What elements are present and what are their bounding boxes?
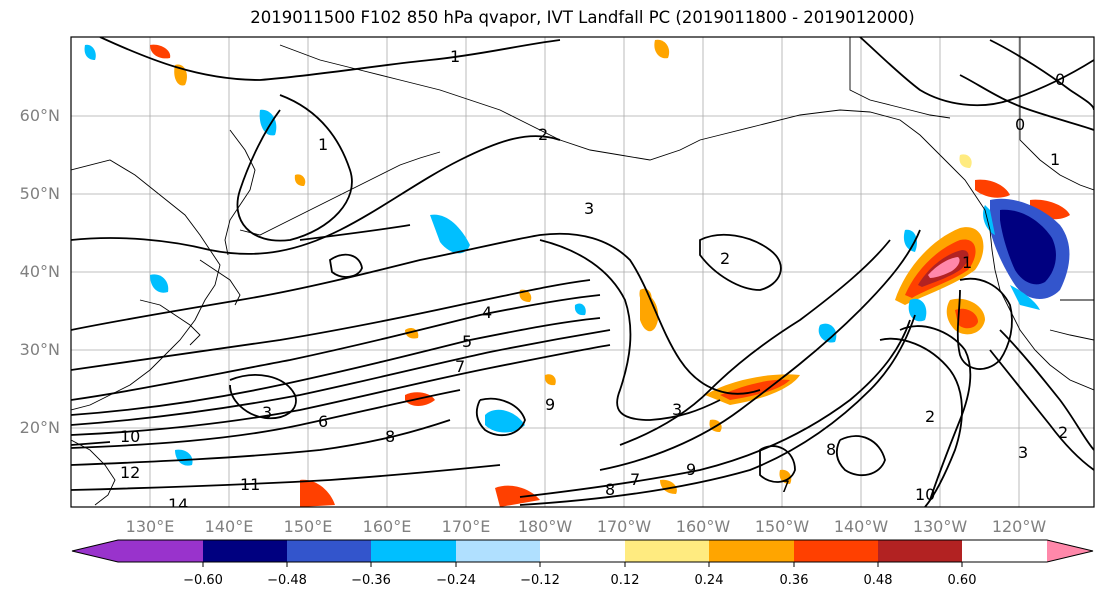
colorbar-tick-label: −0.12 xyxy=(520,573,560,588)
colorbar: −0.60 −0.48 −0.36 −0.24 −0.12 0.12 0.24 0.36 0.4… xyxy=(71,539,1094,588)
contour-label: 14 xyxy=(168,495,188,514)
colorbar-segment xyxy=(878,540,962,562)
contour-label: 6 xyxy=(318,412,328,431)
contour-label: 1 xyxy=(450,47,460,66)
lon-label: 160°W xyxy=(676,517,731,536)
colorbar-tick-label: −0.36 xyxy=(351,573,391,588)
lat-label: 30°N xyxy=(20,340,60,359)
contour-label: 3 xyxy=(584,199,594,218)
colorbar-extend-low xyxy=(72,540,118,562)
lon-label: 130°W xyxy=(913,517,968,536)
contour-label: 7 xyxy=(455,357,465,376)
lon-label: 120°W xyxy=(992,517,1047,536)
qvapor-anomaly-fills xyxy=(84,39,1070,507)
contour-label: 0 xyxy=(1015,115,1025,134)
contour-label: 2 xyxy=(925,407,935,426)
colorbar-segment xyxy=(203,540,287,562)
map-frame xyxy=(70,36,1095,508)
contour-label: 7 xyxy=(630,470,640,489)
map-content: 1 1 2 3 4 5 6 7 8 9 10 11 12 14 3 2 1 0 … xyxy=(71,37,1094,514)
lon-label: 180°W xyxy=(518,517,573,536)
contour-label: 10 xyxy=(915,485,935,504)
lon-label: 160°E xyxy=(363,517,412,536)
contour-label: 9 xyxy=(545,395,555,414)
contour-label: 3 xyxy=(262,403,272,422)
contour-label: 4 xyxy=(482,303,492,322)
map-title: 2019011500 F102 850 hPa qvapor, IVT Land… xyxy=(250,8,915,27)
lon-label: 150°E xyxy=(284,517,333,536)
contour-label: 10 xyxy=(120,427,140,446)
colorbar-tick-label: −0.48 xyxy=(267,573,307,588)
lat-label: 60°N xyxy=(20,106,60,125)
colorbar-segment xyxy=(118,540,203,562)
colorbar-segment xyxy=(709,540,794,562)
contour-label: 7 xyxy=(780,477,790,496)
colorbar-tick-label: 0.60 xyxy=(948,573,977,588)
contour-label: 1 xyxy=(962,253,972,272)
contour-label: 2 xyxy=(720,249,730,268)
colorbar-segment xyxy=(794,540,878,562)
colorbar-tick-label: 0.48 xyxy=(864,573,893,588)
colorbar-tick-label: −0.24 xyxy=(436,573,476,588)
contour-label: 3 xyxy=(672,400,682,419)
contour-label: 2 xyxy=(538,125,548,144)
lat-label: 20°N xyxy=(20,418,60,437)
contour-label: 8 xyxy=(385,427,395,446)
colorbar-extend-high xyxy=(1047,540,1093,562)
colorbar-segment xyxy=(540,540,625,562)
colorbar-outline xyxy=(71,539,1094,563)
lat-label: 50°N xyxy=(20,184,60,203)
contour-label: 12 xyxy=(120,463,140,482)
colorbar-segment xyxy=(371,540,456,562)
colorbar-tick-label: −0.60 xyxy=(183,573,223,588)
lat-label: 40°N xyxy=(20,262,60,281)
contour-label: 1 xyxy=(318,135,328,154)
contour-label: 0 xyxy=(1055,70,1065,89)
contour-label: 11 xyxy=(240,475,260,494)
graticule xyxy=(71,37,1094,507)
contour-label: 8 xyxy=(826,440,836,459)
colorbar-tick-label: 0.36 xyxy=(780,573,809,588)
contour-label: 3 xyxy=(1018,443,1028,462)
colorbar-segment xyxy=(287,540,371,562)
contour-label: 5 xyxy=(462,332,472,351)
lon-label: 150°W xyxy=(755,517,810,536)
contour-label: 8 xyxy=(605,480,615,499)
contour-label: 1 xyxy=(1050,150,1060,169)
lon-label: 170°E xyxy=(442,517,491,536)
colorbar-segment xyxy=(456,540,540,562)
lon-label: 140°E xyxy=(205,517,254,536)
colorbar-tick-label: 0.12 xyxy=(611,573,640,588)
colorbar-segment xyxy=(625,540,709,562)
colorbar-tick-label: 0.24 xyxy=(695,573,724,588)
longitude-labels: 130°E 140°E 150°E 160°E 170°E 180°W 170°… xyxy=(126,517,1047,536)
ivt-contours xyxy=(71,37,1094,507)
lon-label: 170°W xyxy=(597,517,652,536)
contour-label: 2 xyxy=(1058,423,1068,442)
contour-label: 9 xyxy=(686,460,696,479)
latitude-labels: 60°N 50°N 40°N 30°N 20°N xyxy=(20,106,60,437)
lon-label: 130°E xyxy=(126,517,175,536)
lon-label: 140°W xyxy=(834,517,889,536)
contour-labels: 1 1 2 3 4 5 6 7 8 9 10 11 12 14 3 2 1 0 … xyxy=(120,47,1068,514)
